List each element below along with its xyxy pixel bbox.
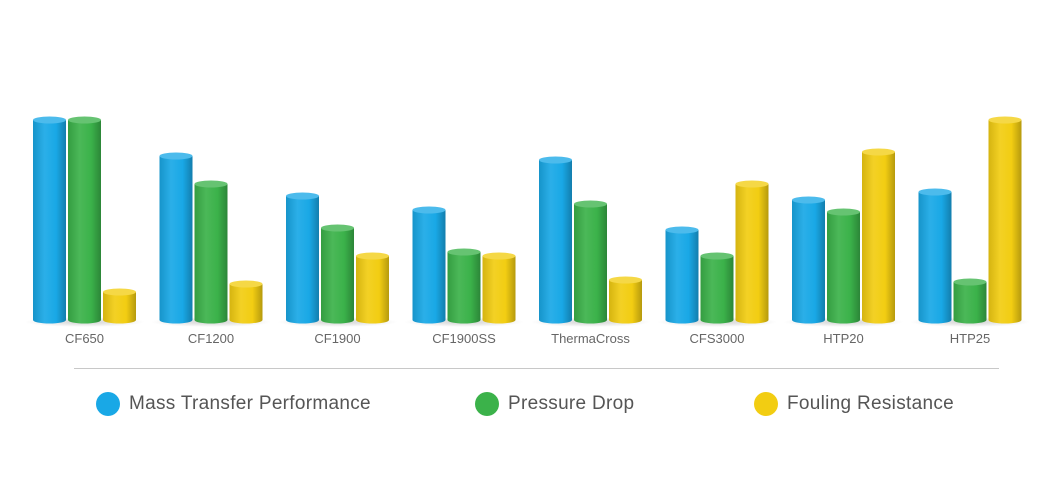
bar-body <box>609 280 642 324</box>
bar-cf1900ss-fouling-resistance <box>482 252 516 324</box>
bar-body <box>356 256 389 324</box>
bar-htp20-mass-transfer-performance <box>792 196 825 324</box>
bar-htp25-pressure-drop <box>953 278 987 324</box>
bar-cap <box>159 152 193 160</box>
bar-cf1900-pressure-drop <box>321 224 354 324</box>
bar-thermacross-pressure-drop <box>574 200 607 324</box>
bar-htp25-mass-transfer-performance <box>918 188 952 324</box>
bar-body <box>412 210 446 324</box>
x-tick-label: ThermaCross <box>551 331 630 346</box>
legend-label: Pressure Drop <box>508 393 635 414</box>
legend-item: Pressure Drop <box>475 382 634 426</box>
legend-swatch <box>96 392 120 416</box>
bar-cap <box>482 252 516 260</box>
bar-cap <box>700 252 734 260</box>
bar-body <box>665 230 699 324</box>
bar-cfs3000-pressure-drop <box>700 252 734 324</box>
bar-body <box>159 156 193 324</box>
legend-label: Fouling Resistance <box>787 393 954 414</box>
bar-cap <box>792 196 825 204</box>
bar-cap <box>609 276 642 284</box>
bar-htp20-pressure-drop <box>827 208 860 324</box>
x-tick-label: CF1900SS <box>432 331 496 346</box>
bar-body <box>792 200 825 324</box>
bar-cfs3000-fouling-resistance <box>735 180 769 324</box>
bar-body <box>68 120 101 324</box>
bar-body <box>827 212 860 324</box>
bar-cap <box>918 188 952 196</box>
bar-body <box>862 152 895 324</box>
bar-cap <box>194 180 228 188</box>
bar-cap <box>356 252 389 260</box>
bar-cap <box>286 192 319 200</box>
bar-cap <box>953 278 987 286</box>
bar-cap <box>321 224 354 232</box>
bar-body <box>286 196 319 324</box>
bar-thermacross-fouling-resistance <box>609 276 642 324</box>
bar-cf650-mass-transfer-performance <box>33 116 66 324</box>
bar-cf650-fouling-resistance <box>103 288 136 324</box>
bar-cf650-pressure-drop <box>68 116 101 324</box>
bar-body <box>321 228 354 324</box>
bar-body <box>988 120 1022 324</box>
legend-item: Fouling Resistance <box>754 382 954 426</box>
bar-htp25-fouling-resistance <box>988 116 1022 324</box>
bar-cap <box>33 116 66 124</box>
bar-body <box>33 120 66 324</box>
bar-cap <box>412 206 446 214</box>
bar-body <box>574 204 607 324</box>
x-tick-label: CF650 <box>65 331 104 346</box>
bar-body <box>194 184 228 324</box>
bar-cfs3000-mass-transfer-performance <box>665 226 699 324</box>
bar-body <box>539 160 572 324</box>
bar-body <box>482 256 516 324</box>
bar-htp20-fouling-resistance <box>862 148 895 324</box>
bar-cap <box>735 180 769 188</box>
x-tick-label: CFS3000 <box>690 331 745 346</box>
bar-cf1900ss-mass-transfer-performance <box>412 206 446 324</box>
bar-cf1200-mass-transfer-performance <box>159 152 193 324</box>
bar-body <box>229 284 263 324</box>
bar-cap <box>827 208 860 216</box>
bar-cap <box>862 148 895 156</box>
bar-cf1900-fouling-resistance <box>356 252 389 324</box>
bar-cf1900ss-pressure-drop <box>447 248 481 324</box>
bar-cap <box>574 200 607 208</box>
chart-plot: CF650 CF1200 CF1900 CF1900SS ThermaCross CFS3… <box>24 116 1030 346</box>
bar-body <box>735 184 769 324</box>
x-tick-label: HTP25 <box>950 331 990 346</box>
legend: Mass Transfer Performance Pressure Drop Fo… <box>0 382 1050 426</box>
x-tick-label: CF1200 <box>188 331 234 346</box>
bar-cap <box>665 226 699 234</box>
bar-cap <box>103 288 136 296</box>
bar-body <box>447 252 481 324</box>
bar-thermacross-mass-transfer-performance <box>539 156 572 324</box>
bar-body <box>953 282 987 324</box>
bar-cap <box>447 248 481 256</box>
bar-cf1200-pressure-drop <box>194 180 228 324</box>
x-tick-label: HTP20 <box>823 331 863 346</box>
bar-cap <box>229 280 263 288</box>
legend-item: Mass Transfer Performance <box>96 382 371 426</box>
legend-swatch <box>475 392 499 416</box>
bar-body <box>103 292 136 324</box>
x-tick-label: CF1900 <box>314 331 360 346</box>
legend-label: Mass Transfer Performance <box>129 393 371 414</box>
bar-cap <box>68 116 101 124</box>
legend-divider <box>74 368 999 369</box>
bar-cap <box>539 156 572 164</box>
bar-cf1200-fouling-resistance <box>229 280 263 324</box>
legend-swatch <box>754 392 778 416</box>
bar-cap <box>988 116 1022 124</box>
bar-cf1900-mass-transfer-performance <box>286 192 319 324</box>
bar-body <box>918 192 952 324</box>
bar-body <box>700 256 734 324</box>
